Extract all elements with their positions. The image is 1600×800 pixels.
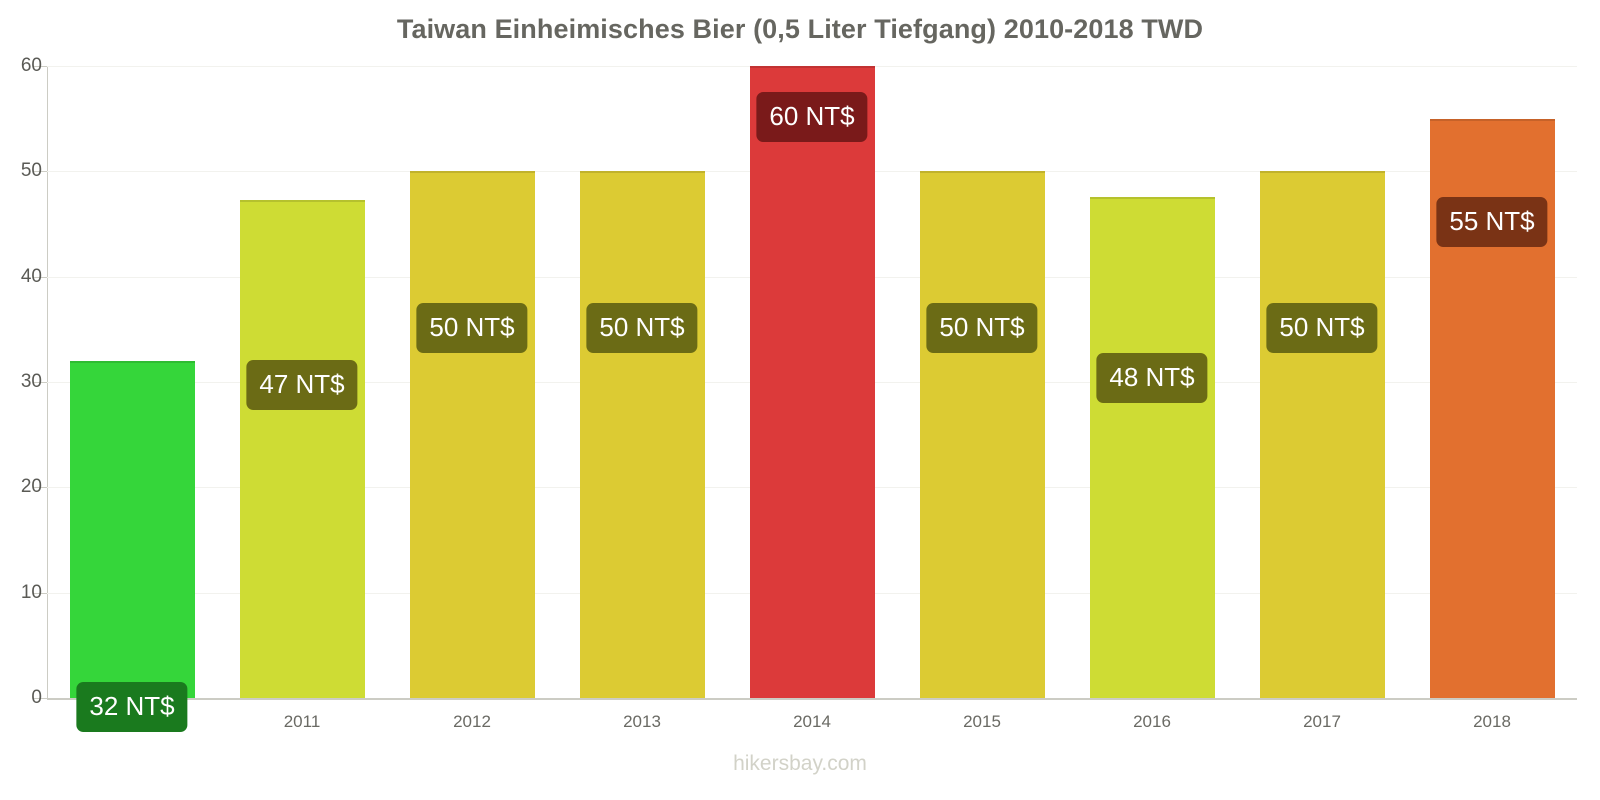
y-tick-mark	[33, 171, 47, 173]
bar-value-label: 32 NT$	[76, 681, 188, 732]
bar-value-label: 60 NT$	[756, 92, 868, 142]
chart-title: Taiwan Einheimisches Bier (0,5 Liter Tie…	[396, 14, 1204, 44]
bar-rect	[409, 171, 535, 698]
bar-rect	[749, 66, 875, 698]
y-tick-mark	[33, 382, 47, 383]
x-axis-tick-label: 2018	[1473, 712, 1511, 731]
bar-value-label: 50 NT$	[1266, 302, 1378, 353]
y-axis-tick-label: 50	[20, 160, 42, 182]
y-tick-mark	[33, 592, 47, 594]
y-axis-tick-label: 10	[20, 581, 42, 603]
y-axis-tick-label: 40	[20, 265, 42, 287]
x-axis-line	[47, 698, 1577, 700]
bar-rect	[1259, 171, 1385, 698]
y-tick-mark	[33, 66, 47, 67]
bar-rect	[69, 360, 195, 698]
bar-rect	[579, 171, 705, 698]
y-axis-tick-label: 60	[20, 55, 42, 76]
bar-rect	[239, 199, 365, 698]
bar-value-label: 50 NT$	[586, 302, 698, 353]
bar[interactable]: 55 NT$	[1429, 118, 1555, 698]
bar-rect	[919, 171, 1045, 698]
bar-value-label: 55 NT$	[1436, 197, 1548, 248]
bar[interactable]: 50 NT$	[919, 171, 1045, 698]
y-tick-mark	[33, 487, 47, 489]
bar[interactable]: 47 NT$	[239, 199, 365, 698]
y-axis-tick-label: 0	[31, 687, 42, 708]
y-axis-tick-label: 30	[20, 371, 42, 392]
y-tick-mark	[33, 276, 47, 278]
x-axis-tick-label: 2017	[1303, 712, 1341, 731]
y-tick-mark	[33, 698, 47, 699]
bar[interactable]: 50 NT$	[579, 171, 705, 698]
x-axis-tick-label: 2016	[1133, 712, 1171, 731]
plot-area: 32 NT$ 47 NT$ 50 NT$ 50 NT$ 60 NT$ 50 NT$ 48 N…	[47, 66, 1577, 732]
bar-value-label: 47 NT$	[246, 359, 358, 410]
bar[interactable]: 48 NT$	[1089, 196, 1215, 698]
x-axis-tick-label: 2011	[283, 712, 321, 731]
bar[interactable]: 60 NT$	[749, 66, 875, 698]
source-attribution: hikersbay.com	[733, 752, 867, 775]
bar-value-label: 48 NT$	[1096, 353, 1208, 404]
x-axis-tick-label: 2014	[793, 712, 831, 731]
bar[interactable]: 32 NT$	[69, 360, 195, 732]
x-axis-tick-label: 2013	[623, 712, 661, 731]
x-axis-tick-label: 2012	[453, 712, 491, 731]
bar[interactable]: 50 NT$	[409, 171, 535, 698]
bar-value-label: 50 NT$	[416, 302, 528, 353]
x-axis-tick-label: 2015	[963, 712, 1001, 731]
bar-value-label: 50 NT$	[926, 302, 1038, 353]
bar-rect	[1089, 196, 1215, 698]
bar[interactable]: 50 NT$	[1259, 171, 1385, 698]
y-axis-tick-label: 20	[20, 476, 42, 498]
